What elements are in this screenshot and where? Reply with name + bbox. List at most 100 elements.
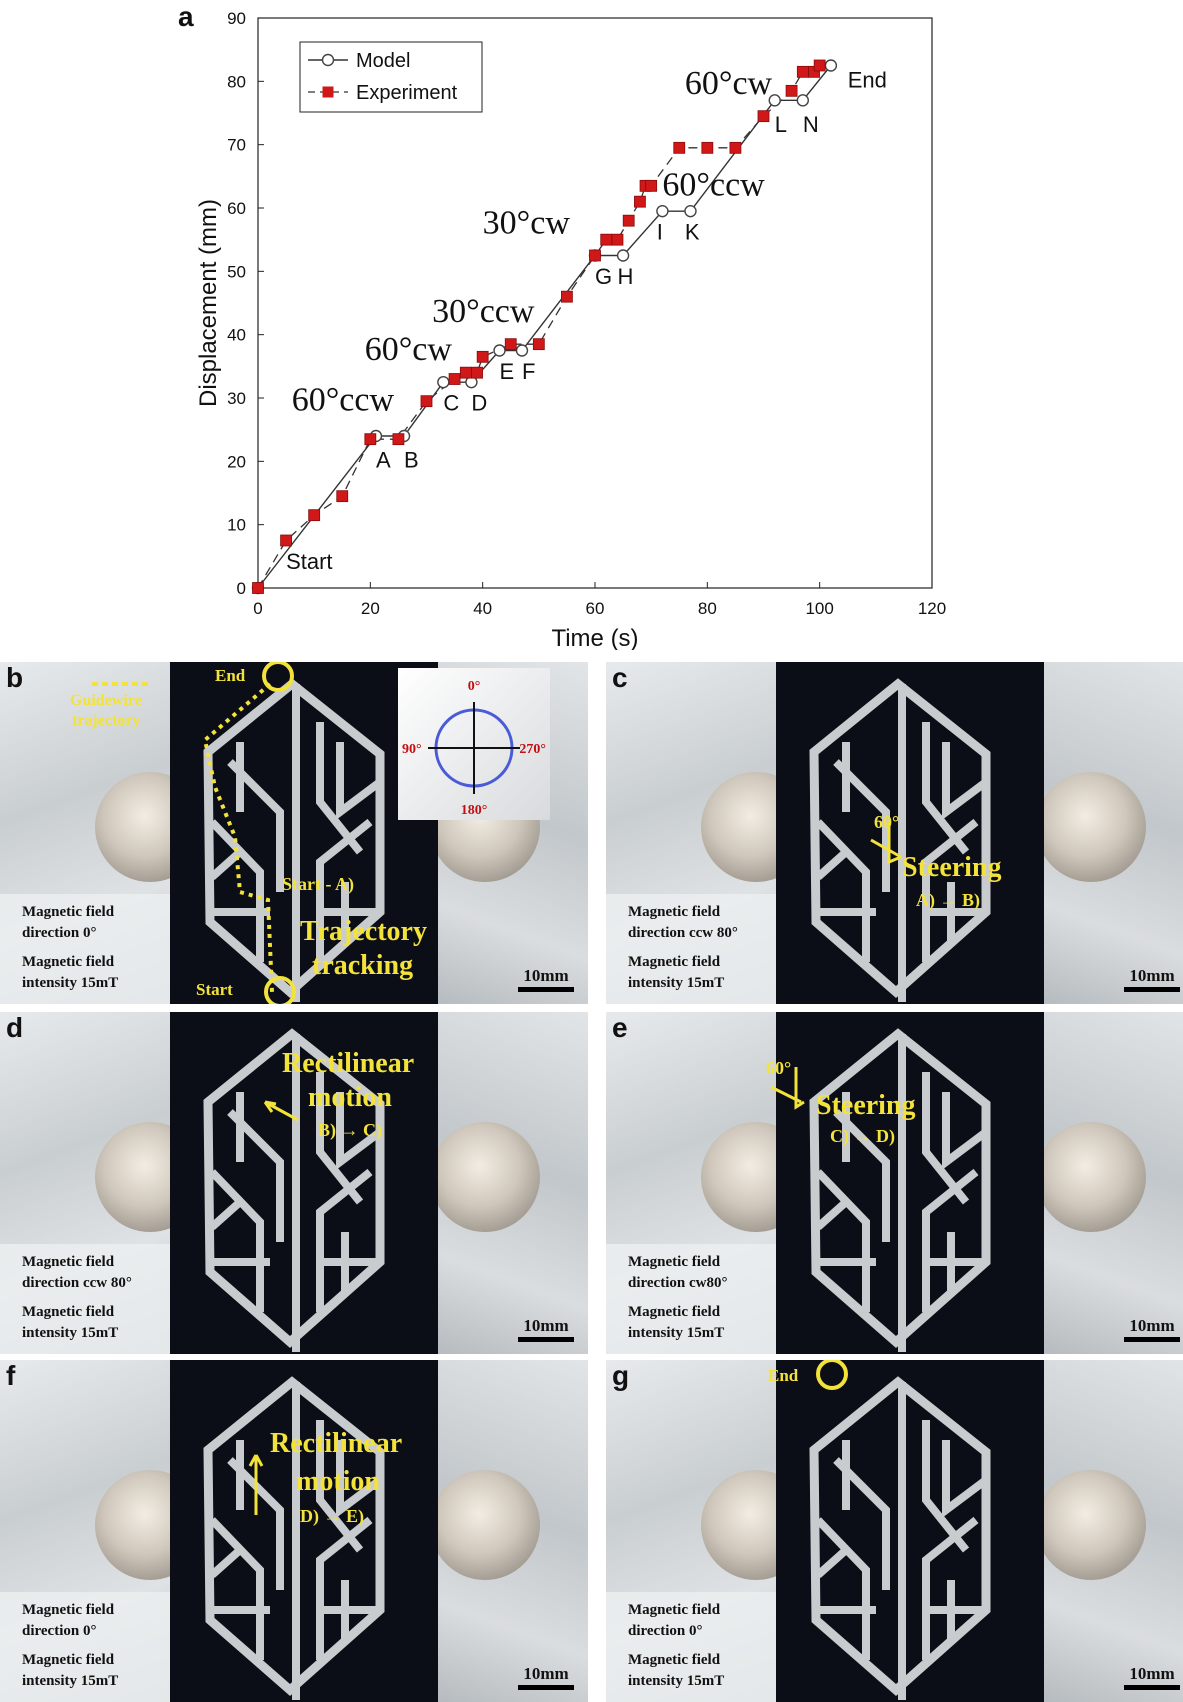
dish-right — [430, 1470, 540, 1580]
compass-svg: 0° 90° 270° 180° — [402, 679, 546, 818]
vessel-branch — [942, 1092, 989, 1170]
compass-inset: 0° 90° 270° 180° — [398, 668, 550, 820]
experiment-point — [280, 534, 292, 547]
experiment-point — [561, 290, 573, 303]
x-axis-label: Time (s) — [551, 625, 638, 650]
field-intensity-line: intensity 15mT — [628, 1325, 725, 1341]
experiment-point — [785, 84, 798, 97]
legend-model-marker — [321, 53, 335, 67]
field-intensity-line: intensity 15mT — [22, 975, 119, 991]
vessel-network — [203, 1376, 385, 1700]
model-point — [656, 204, 669, 218]
field-intensity-line: intensity 15mT — [628, 975, 725, 991]
experiment-point — [645, 179, 658, 192]
scale-bar-line — [518, 987, 574, 992]
compass-label-right: 270° — [519, 742, 546, 757]
experiment-point — [504, 338, 517, 351]
annotation-guidewire: Guidewire — [70, 692, 142, 709]
vessel-branch — [922, 1168, 979, 1312]
chart-annotation: 60°cw — [685, 65, 773, 102]
experiment-point — [459, 366, 472, 379]
chart-annotation: F — [522, 359, 535, 384]
x-tick-label: 0 — [253, 599, 262, 618]
vessel-branch — [316, 722, 364, 855]
panel-label: g — [612, 1360, 630, 1391]
annotation-end: End — [768, 1366, 799, 1385]
channel-background — [776, 1012, 1044, 1354]
channel-background — [776, 1360, 1044, 1702]
annotation-transition: B) → C) — [318, 1120, 382, 1140]
experiment-point — [622, 214, 635, 227]
scale-bar-label: 10mm — [1129, 966, 1175, 985]
vessel-branch — [209, 1547, 243, 1578]
chart-annotation: L — [775, 112, 787, 137]
field-info: Magnetic field direction 0° Magnetic field… — [0, 894, 170, 1004]
model-point — [796, 94, 810, 107]
annotation-angle: 60° — [766, 1058, 792, 1078]
scale-bar-line — [1124, 987, 1180, 992]
field-intensity-line: intensity 15mT — [22, 1325, 119, 1341]
experiment-point — [532, 338, 545, 351]
vessel-branch — [227, 1109, 284, 1242]
experiment-point — [813, 59, 826, 72]
motion-arrow — [263, 1100, 299, 1122]
displacement-chart: 0 20 40 60 80 100 120 0 10 20 30 40 50 60 70 80 90 Time (… — [0, 0, 1183, 650]
annotation-transition: D) → E) — [300, 1506, 364, 1526]
channel-background — [170, 662, 438, 1004]
end-marker-circle — [816, 1360, 848, 1390]
vessel-branch — [316, 1168, 373, 1312]
vessel-outline — [809, 678, 991, 998]
field-direction-line: direction ccw 80° — [22, 1275, 132, 1291]
vessel-branch — [316, 818, 373, 962]
y-tick-label: 60 — [227, 199, 246, 218]
experiment-point — [448, 373, 461, 385]
dish-right — [1036, 1470, 1146, 1580]
vessel-network — [92, 662, 385, 1004]
field-direction-line: direction cw80° — [628, 1275, 728, 1291]
annotation-motion: motion — [308, 1082, 392, 1113]
vessel-outline — [809, 1376, 991, 1696]
y-axis-label: Displacement (mm) — [195, 199, 222, 407]
model-point — [437, 375, 450, 389]
chart-annotation: End — [848, 68, 887, 93]
chart-annotation: B — [404, 448, 419, 473]
x-tick-label: 40 — [473, 599, 492, 618]
field-intensity-line: Magnetic field — [628, 954, 721, 970]
annotation-end: End — [215, 666, 246, 685]
field-info: Magnetic field direction cw80° Magnetic fi… — [606, 1244, 776, 1354]
chart-annotation: 60°cw — [365, 331, 453, 368]
annotation-rectilinear: Rectilinear — [270, 1428, 403, 1459]
plot-area — [257, 17, 933, 589]
experiment-point — [634, 195, 646, 208]
y-tick-label: 50 — [227, 262, 246, 281]
photo-panel-d: d Magnetic field direction ccw 80° Magnetic… — [0, 1012, 588, 1354]
annotation-trajectory: trajectory — [72, 712, 141, 729]
vessel-branch — [922, 1516, 979, 1660]
annotation-transition: C) → D) — [830, 1126, 895, 1146]
photo-panel-e: e Magnetic field direction cw80° Magnetic f… — [606, 1012, 1183, 1354]
x-tick-label: 20 — [361, 599, 380, 618]
dish-right — [1036, 1122, 1146, 1232]
scale-bar-label: 10mm — [1129, 1664, 1175, 1683]
vessel-branch — [833, 1109, 890, 1242]
vessel-branch — [227, 1457, 284, 1590]
annotation-start: Start — [196, 980, 233, 999]
annotation-tracking: tracking — [312, 950, 414, 981]
field-direction-line: Magnetic field — [22, 904, 115, 920]
field-direction-line: direction ccw 80° — [628, 925, 738, 941]
experiment-point — [701, 141, 714, 154]
field-info: Magnetic field direction 0° Magnetic field… — [0, 1592, 170, 1702]
chart-svg: 0 20 40 60 80 100 120 0 10 20 30 40 50 60 70 80 90 Time (… — [178, 1, 946, 650]
annotation-transition: A) → B) — [916, 890, 980, 910]
vessel-branch — [316, 1516, 373, 1660]
vessel-branch — [942, 1440, 989, 1518]
field-direction-line: Magnetic field — [22, 1254, 115, 1270]
vessel-branch — [209, 849, 243, 880]
experiment-point — [336, 490, 349, 503]
chart-annotation: Start — [286, 549, 332, 574]
vessel-network — [809, 678, 991, 1002]
experiment-point — [471, 366, 483, 379]
vessel-branch — [922, 1072, 970, 1205]
angle-marker — [870, 822, 902, 865]
x-tick-label: 60 — [586, 599, 605, 618]
